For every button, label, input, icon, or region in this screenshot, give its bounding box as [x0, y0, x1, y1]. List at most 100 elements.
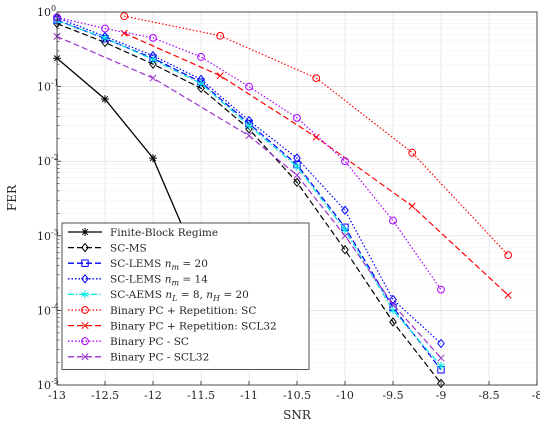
legend-box	[61, 222, 310, 370]
legend-entry: Finite-Block Regime	[68, 227, 218, 239]
data-point	[437, 378, 445, 389]
series-7	[53, 13, 445, 294]
y-tick-label: 100	[37, 4, 56, 19]
data-point	[81, 306, 89, 314]
data-point	[81, 353, 89, 361]
data-point	[149, 74, 157, 82]
x-tick-label: -11	[240, 389, 258, 402]
x-tick-label: -10	[336, 389, 354, 402]
data-point	[437, 361, 445, 370]
data-point	[101, 95, 109, 104]
data-point	[341, 232, 349, 240]
legend-label: SC-LEMS nm = 14	[110, 274, 208, 288]
data-point	[245, 82, 253, 91]
x-tick-label: -12.5	[91, 389, 119, 402]
legend-entry: SC-MS	[68, 242, 147, 254]
data-point	[312, 74, 321, 82]
data-point	[81, 322, 89, 330]
data-point	[81, 337, 89, 346]
data-point	[293, 171, 301, 179]
data-point	[389, 317, 397, 327]
legend-label: Binary PC - SC	[110, 336, 189, 348]
data-point	[437, 338, 445, 349]
data-point	[149, 55, 157, 64]
x-tick-label: -10.5	[283, 389, 311, 402]
data-point	[197, 79, 205, 88]
legend-label: SC-AEMS nL = 8, nH = 20	[110, 289, 249, 303]
data-point	[341, 244, 349, 255]
x-tick-label: -9	[436, 389, 447, 402]
legend-label: Binary PC - SCL32	[110, 352, 209, 364]
data-point	[101, 33, 109, 42]
series-6	[120, 29, 512, 299]
data-point	[120, 12, 129, 21]
data-point	[408, 148, 417, 157]
data-point	[504, 251, 513, 260]
y-tick-label: 10-3	[37, 228, 59, 243]
legend-entry: SC-AEMS nL = 8, nH = 20	[68, 289, 249, 303]
data-point	[101, 24, 109, 33]
x-tick-label: -8.5	[478, 389, 499, 402]
series-5	[120, 12, 513, 260]
data-point	[389, 294, 397, 305]
data-point	[81, 259, 89, 267]
data-point	[312, 133, 320, 141]
series-line	[124, 15, 509, 256]
data-point	[149, 59, 157, 69]
ticks: -13 -12.5 -12 -11.5 -11 -10.5 -10 -9.5 -9 -8.5 -8 1…	[37, 4, 540, 402]
data-point	[101, 37, 109, 48]
data-point	[149, 33, 157, 42]
y-tick-label: 10-5	[37, 377, 59, 392]
data-point	[389, 306, 397, 315]
data-point	[216, 72, 224, 80]
y-tick-label: 10-2	[37, 153, 59, 168]
data-point	[293, 162, 301, 171]
series-4	[53, 16, 445, 370]
data-point	[293, 114, 301, 122]
data-point	[245, 132, 253, 140]
legend-label: Binary PC + Repetition: SCL32	[110, 320, 277, 332]
data-point	[197, 53, 205, 61]
data-point	[149, 154, 157, 163]
data-point	[389, 300, 397, 309]
data-point	[389, 216, 397, 225]
legend-label: Binary PC + Repetition: SC	[110, 305, 256, 317]
y-axis-label: FER	[5, 184, 19, 211]
legend-entry: Binary PC - SC	[68, 336, 189, 348]
data-point	[81, 273, 89, 284]
x-axis-label: SNR	[283, 408, 312, 422]
data-point	[81, 290, 89, 299]
data-point	[197, 83, 205, 94]
data-point	[81, 242, 89, 253]
data-point	[120, 29, 128, 37]
y-tick-label: 10-1	[37, 79, 59, 94]
series-layer	[53, 12, 513, 389]
data-point	[216, 31, 225, 40]
legend-entry: SC-LEMS nm = 20	[68, 258, 208, 272]
series-line	[56, 57, 202, 271]
data-point	[341, 205, 349, 216]
data-point	[504, 291, 512, 299]
legend-entry: SC-LEMS nm = 14	[68, 274, 208, 288]
data-point	[437, 285, 445, 294]
data-point	[81, 228, 89, 236]
data-point	[341, 225, 349, 234]
x-tick-label: -9.5	[382, 389, 403, 402]
data-point	[245, 121, 253, 130]
legend: Finite-Block Regime SC-MS SC-LEMS nm = 20 S…	[61, 222, 310, 370]
data-point	[437, 354, 445, 362]
legend-entry: Binary PC + Repetition: SC	[68, 305, 256, 317]
data-point	[341, 157, 349, 166]
x-tick-label: -11.5	[187, 389, 215, 402]
x-tick-label: -12	[144, 389, 162, 402]
y-tick-label: 10-4	[37, 302, 59, 317]
legend-label: SC-MS	[110, 242, 147, 254]
series-line	[56, 16, 442, 290]
legend-label: Finite-Block Regime	[110, 227, 218, 239]
legend-entry: Binary PC - SCL32	[68, 352, 209, 364]
data-point	[408, 202, 416, 210]
legend-entry: Binary PC + Repetition: SCL32	[68, 320, 277, 332]
data-point	[293, 153, 301, 163]
